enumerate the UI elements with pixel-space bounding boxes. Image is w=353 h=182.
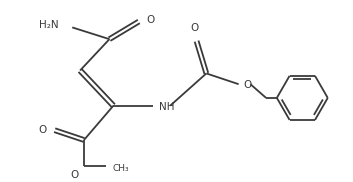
Text: NH: NH — [159, 102, 175, 112]
Text: O: O — [38, 125, 47, 135]
Text: CH₃: CH₃ — [112, 164, 129, 173]
Text: H₂N: H₂N — [39, 20, 59, 30]
Text: O: O — [71, 170, 79, 180]
Text: O: O — [191, 23, 199, 33]
Text: O: O — [146, 15, 155, 25]
Text: O: O — [244, 80, 252, 90]
